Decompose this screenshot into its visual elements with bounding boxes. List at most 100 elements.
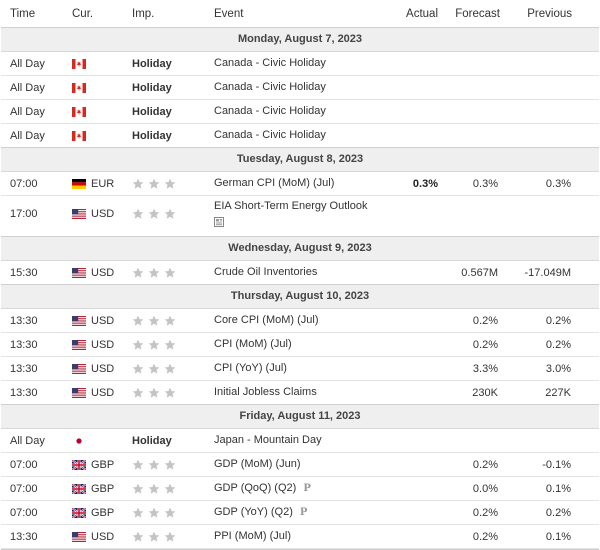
event-previous: -0.1% — [542, 458, 571, 471]
event-name[interactable]: GDP (QoQ) (Q2) — [214, 482, 297, 494]
event-row[interactable]: 13:30 USD Initial Jobless Claims 230K 227K — [1, 381, 599, 405]
event-name[interactable]: GDP (MoM) (Jun) — [214, 458, 301, 470]
event-forecast — [438, 196, 502, 208]
event-name[interactable]: Canada - Civic Holiday — [214, 105, 326, 117]
event-name[interactable]: CPI (MoM) (Jul) — [214, 338, 292, 350]
event-row[interactable]: 07:00 GBP GDP (QoQ) (Q2) P 0.0% 0.1% — [1, 477, 599, 501]
col-currency-header[interactable]: Cur. — [72, 7, 94, 20]
importance-star-icon — [148, 267, 160, 279]
event-row[interactable]: 15:30 USD Crude Oil Inventories 0.567M -17.0… — [1, 261, 599, 285]
event-name[interactable]: Crude Oil Inventories — [214, 266, 318, 278]
event-currency: USD — [71, 315, 131, 327]
event-forecast: 230K — [472, 386, 498, 399]
event-time: All Day — [10, 129, 45, 142]
currency-code: USD — [91, 208, 115, 220]
importance-star-icon — [164, 483, 176, 495]
event-row[interactable]: All Day Holiday Canada - Civic Holiday — [1, 100, 599, 124]
event-cell: Japan - Mountain Day — [214, 434, 384, 447]
importance-star-icon — [148, 459, 160, 471]
event-name[interactable]: CPI (YoY) (Jul) — [214, 362, 287, 374]
col-forecast-header[interactable]: Forecast — [455, 7, 500, 20]
importance-star-icon — [164, 208, 176, 220]
event-currency: GBP — [71, 459, 131, 471]
col-actual-header[interactable]: Actual — [406, 7, 438, 20]
importance-star-icon — [132, 339, 144, 351]
holiday-label: Holiday — [132, 129, 172, 142]
importance-stars — [132, 363, 214, 375]
event-forecast: 0.2% — [472, 338, 498, 351]
event-row[interactable]: 13:30 USD CPI (YoY) (Jul) 3.3% 3.0% — [1, 357, 599, 381]
event-name[interactable]: Core CPI (MoM) (Jul) — [214, 314, 319, 326]
event-time: All Day — [10, 57, 45, 70]
flag-jp-icon — [72, 435, 86, 446]
event-importance: Holiday — [131, 130, 214, 142]
event-currency: GBP — [71, 483, 131, 495]
event-row[interactable]: 07:00 GBP GDP (MoM) (Jun) 0.2% -0.1% — [1, 453, 599, 477]
event-cell: Initial Jobless Claims — [214, 386, 384, 399]
importance-star-icon — [148, 339, 160, 351]
importance-star-icon — [132, 363, 144, 375]
importance-star-icon — [148, 531, 160, 543]
importance-stars — [132, 178, 214, 190]
event-name[interactable]: GDP (YoY) (Q2) — [214, 506, 293, 518]
col-importance-header[interactable]: Imp. — [132, 7, 155, 20]
event-row[interactable]: 17:00 USD EIA Short-Term Energy Outlook — [1, 196, 599, 237]
importance-star-icon — [164, 387, 176, 399]
event-time: 13:30 — [10, 386, 38, 399]
event-name[interactable]: Japan - Mountain Day — [214, 434, 322, 446]
flag-gb-icon — [71, 506, 87, 519]
event-name[interactable]: Canada - Civic Holiday — [214, 57, 326, 69]
currency-code: USD — [91, 386, 115, 399]
importance-star-icon — [148, 507, 160, 519]
document-icon[interactable] — [214, 217, 384, 227]
event-forecast: 0.0% — [472, 482, 498, 495]
event-name[interactable]: Canada - Civic Holiday — [214, 129, 326, 141]
event-row[interactable]: 13:30 USD CPI (MoM) (Jul) 0.2% 0.2% — [1, 333, 599, 357]
event-name[interactable]: PPI (MoM) (Jul) — [214, 530, 291, 542]
event-previous: 3.0% — [545, 362, 571, 375]
importance-star-icon — [164, 339, 176, 351]
event-row[interactable]: All Day Holiday Canada - Civic Holiday — [1, 124, 599, 148]
currency-code: USD — [91, 530, 115, 543]
flag-ca-icon — [72, 82, 86, 93]
importance-star-icon — [132, 387, 144, 399]
importance-stars — [132, 208, 214, 220]
event-row[interactable]: All Day Holiday Japan - Mountain Day — [1, 429, 599, 453]
event-row[interactable]: 07:00 GBP GDP (YoY) (Q2) P 0.2% 0.2% — [1, 501, 599, 525]
table-body: Monday, August 7, 2023 All Day Holiday Cana… — [1, 27, 599, 549]
event-currency: USD — [71, 339, 131, 351]
table-header: Time Cur. Imp. Event Actual Forecast Pre… — [1, 0, 599, 28]
event-currency — [71, 58, 131, 69]
event-currency: USD — [71, 196, 131, 220]
event-row[interactable]: 13:30 USD Core CPI (MoM) (Jul) 0.2% 0.2% — [1, 309, 599, 333]
event-currency: EUR — [71, 178, 131, 190]
event-currency — [71, 435, 131, 446]
currency-code: USD — [91, 362, 115, 375]
event-name[interactable]: EIA Short-Term Energy Outlook — [214, 200, 368, 212]
event-row[interactable]: 07:00 EUR German CPI (MoM) (Jul) 0.3% 0.3% 0.… — [1, 172, 599, 196]
importance-star-icon — [148, 387, 160, 399]
event-time: 07:00 — [10, 482, 38, 495]
event-currency: USD — [71, 363, 131, 375]
event-importance — [131, 483, 214, 495]
col-time-header[interactable]: Time — [10, 7, 36, 20]
event-actual — [384, 196, 438, 208]
event-importance — [131, 196, 214, 220]
event-name[interactable]: Canada - Civic Holiday — [214, 81, 326, 93]
event-cell: Canada - Civic Holiday — [214, 129, 384, 142]
event-row[interactable]: All Day Holiday Canada - Civic Holiday — [1, 52, 599, 76]
event-previous: -17.049M — [524, 266, 571, 279]
importance-stars — [132, 483, 214, 495]
event-previous: 227K — [545, 386, 571, 399]
flag-gb-icon — [71, 482, 87, 495]
event-name[interactable]: German CPI (MoM) (Jul) — [214, 177, 335, 189]
event-row[interactable]: All Day Holiday Canada - Civic Holiday — [1, 76, 599, 100]
col-previous-header[interactable]: Previous — [527, 7, 572, 20]
event-name[interactable]: Initial Jobless Claims — [214, 386, 317, 398]
currency-code: GBP — [91, 482, 115, 495]
importance-stars — [132, 315, 214, 327]
col-event-header[interactable]: Event — [214, 7, 244, 20]
importance-star-icon — [148, 315, 160, 327]
event-importance: Holiday — [131, 82, 214, 94]
day-header: Thursday, August 10, 2023 — [1, 284, 599, 309]
